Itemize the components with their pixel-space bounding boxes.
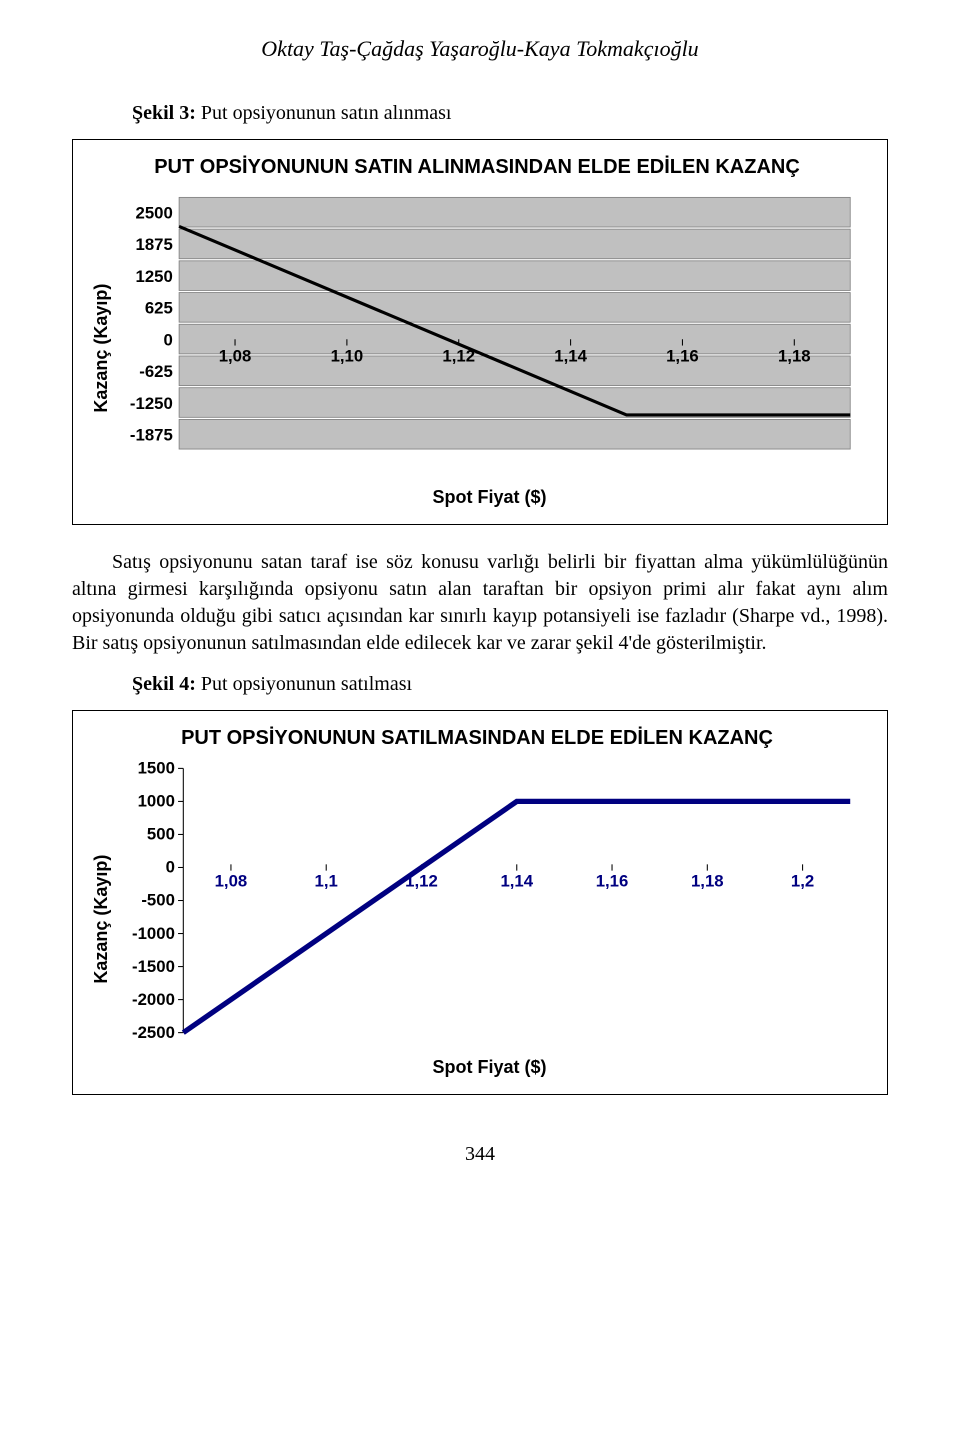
figure-4-caption: Şekil 4: Put opsiyonunun satılması: [132, 673, 888, 696]
svg-text:2500: 2500: [136, 203, 173, 222]
svg-text:625: 625: [145, 299, 173, 318]
svg-text:0: 0: [163, 330, 172, 349]
svg-text:-1250: -1250: [130, 394, 173, 413]
svg-text:-1000: -1000: [132, 923, 175, 942]
figure-3-chart-title: PUT OPSİYONUNUN SATIN ALINMASINDAN ELDE …: [87, 156, 867, 179]
svg-text:1,10: 1,10: [331, 346, 364, 365]
svg-text:1,2: 1,2: [791, 871, 814, 890]
svg-text:-500: -500: [141, 890, 175, 909]
svg-text:-625: -625: [139, 362, 173, 381]
svg-text:1,14: 1,14: [554, 346, 587, 365]
svg-text:1,18: 1,18: [778, 346, 811, 365]
figure-4-ylabel: Kazanç (Kayıp): [87, 760, 112, 1079]
figure-4-chartbox: PUT OPSİYONUNUN SATILMASINDAN ELDE EDİLE…: [72, 710, 888, 1096]
svg-text:1,08: 1,08: [219, 346, 252, 365]
svg-text:-1875: -1875: [130, 426, 173, 445]
svg-text:-2500: -2500: [132, 1022, 175, 1041]
figure-3-plot: 2500 1875 1250 625 0 -625 -1250 -1875 1,08 1,10 1,…: [112, 189, 867, 483]
figure-4-plot: 1500 1000 500 0 -500 -1000 -1500 -2000 -2500 1,08…: [112, 760, 867, 1054]
svg-text:-2000: -2000: [132, 989, 175, 1008]
authors-line: Oktay Taş-Çağdaş Yaşaroğlu-Kaya Tokmakçı…: [72, 36, 888, 62]
body-paragraph: Satış opsiyonunu satan taraf ise söz kon…: [72, 549, 888, 657]
svg-text:1,16: 1,16: [666, 346, 699, 365]
svg-text:1,1: 1,1: [315, 871, 338, 890]
svg-text:1000: 1000: [138, 791, 175, 810]
figure-3-ylabel: Kazanç (Kayıp): [87, 189, 112, 508]
svg-text:1,16: 1,16: [596, 871, 629, 890]
figure-4-label: Şekil 4:: [132, 673, 196, 695]
svg-text:1500: 1500: [138, 760, 175, 778]
figure-3-caption-text: Put opsiyonunun satın alınması: [196, 102, 452, 124]
svg-text:1,08: 1,08: [215, 871, 248, 890]
figure-4-chart-title: PUT OPSİYONUNUN SATILMASINDAN ELDE EDİLE…: [87, 727, 867, 750]
svg-text:1,14: 1,14: [500, 871, 533, 890]
figure-3-chartbox: PUT OPSİYONUNUN SATIN ALINMASINDAN ELDE …: [72, 139, 888, 525]
page-number: 344: [72, 1143, 888, 1166]
figure-3-caption: Şekil 3: Put opsiyonunun satın alınması: [132, 102, 888, 125]
figure-4-xlabel: Spot Fiyat ($): [112, 1057, 867, 1078]
figure-3-xlabel: Spot Fiyat ($): [112, 487, 867, 508]
svg-text:1,18: 1,18: [691, 871, 724, 890]
svg-text:500: 500: [147, 824, 175, 843]
figure-4-caption-text: Put opsiyonunun satılması: [196, 673, 412, 695]
svg-text:1250: 1250: [136, 267, 173, 286]
svg-text:-1500: -1500: [132, 956, 175, 975]
figure-3-label: Şekil 3:: [132, 102, 196, 124]
svg-text:0: 0: [166, 857, 175, 876]
svg-text:1875: 1875: [136, 235, 173, 254]
